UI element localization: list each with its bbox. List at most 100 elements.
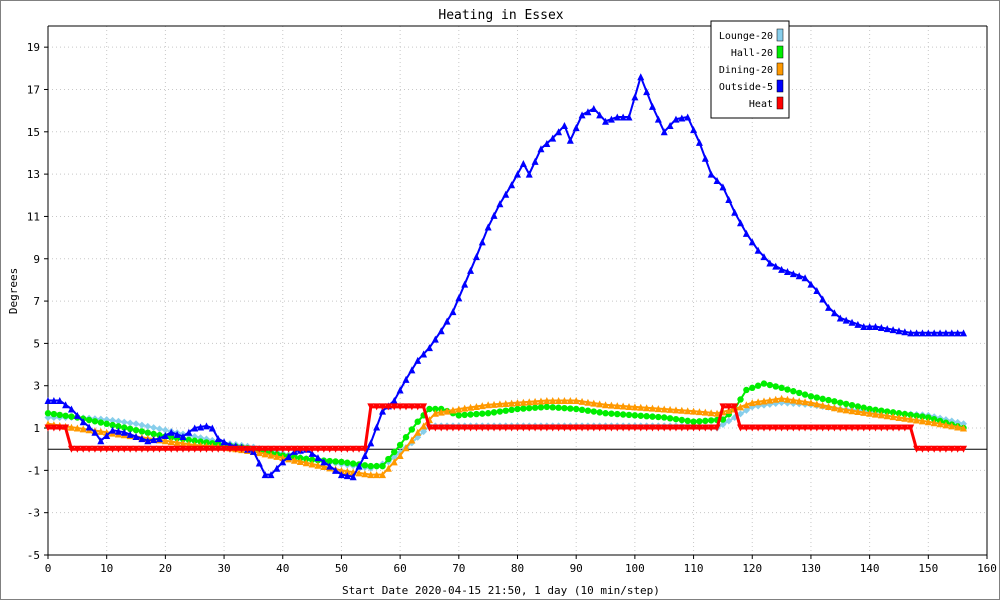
data-point-heat bbox=[484, 424, 492, 432]
data-point-heat bbox=[443, 424, 451, 432]
data-point-dining-20 bbox=[737, 403, 745, 411]
data-point-heat bbox=[960, 445, 968, 453]
data-point-outside-5 bbox=[332, 466, 340, 474]
data-point-heat bbox=[895, 424, 903, 432]
data-point-hall-20 bbox=[884, 408, 891, 415]
x-tick-label: 90 bbox=[570, 562, 583, 575]
data-point-dining-20 bbox=[167, 438, 175, 446]
x-tick-label: 40 bbox=[276, 562, 289, 575]
data-point-outside-5 bbox=[590, 105, 598, 113]
data-point-dining-20 bbox=[924, 418, 932, 426]
data-point-hall-20 bbox=[514, 405, 521, 413]
data-point-heat bbox=[613, 424, 621, 432]
data-point-hall-20 bbox=[707, 417, 715, 424]
data-point-heat bbox=[731, 403, 739, 411]
data-point-heat bbox=[578, 424, 586, 432]
data-point-heat bbox=[185, 445, 193, 453]
data-point-heat bbox=[232, 445, 240, 453]
data-point-outside-5 bbox=[654, 115, 662, 123]
data-point-outside-5 bbox=[120, 428, 128, 436]
data-point-lounge-20 bbox=[132, 420, 140, 428]
data-point-heat bbox=[208, 445, 216, 453]
x-tick-label: 30 bbox=[217, 562, 230, 575]
x-tick-label: 50 bbox=[335, 562, 348, 575]
data-point-hall-20 bbox=[772, 383, 779, 390]
data-point-heat bbox=[519, 424, 527, 432]
data-point-outside-5 bbox=[343, 472, 351, 480]
data-point-heat bbox=[813, 424, 821, 432]
data-point-outside-5 bbox=[602, 117, 610, 125]
data-point-dining-20 bbox=[367, 471, 375, 479]
data-point-heat bbox=[514, 424, 521, 432]
data-point-hall-20 bbox=[637, 412, 644, 419]
data-point-lounge-20 bbox=[161, 426, 169, 434]
data-point-dining-20 bbox=[748, 399, 756, 407]
data-point-heat bbox=[461, 424, 469, 432]
data-point-hall-20 bbox=[50, 410, 58, 418]
data-point-outside-5 bbox=[772, 262, 780, 270]
data-point-heat bbox=[760, 424, 768, 432]
data-point-outside-5 bbox=[91, 428, 99, 436]
data-point-heat bbox=[384, 403, 392, 411]
data-point-outside-5 bbox=[285, 453, 293, 461]
data-point-heat bbox=[666, 424, 674, 432]
data-point-hall-20 bbox=[373, 462, 380, 470]
data-point-heat bbox=[132, 445, 140, 453]
data-point-lounge-20 bbox=[719, 421, 727, 429]
data-point-heat bbox=[156, 445, 164, 453]
data-point-dining-20 bbox=[431, 409, 439, 417]
data-point-heat bbox=[560, 424, 568, 432]
data-point-heat bbox=[737, 424, 745, 432]
data-point-heat bbox=[420, 403, 428, 411]
data-point-dining-20 bbox=[772, 395, 780, 403]
data-point-dining-20 bbox=[525, 398, 533, 406]
data-point-outside-5 bbox=[789, 270, 797, 278]
data-point-heat bbox=[695, 424, 703, 432]
data-point-lounge-20 bbox=[156, 425, 164, 433]
data-point-hall-20 bbox=[432, 405, 439, 413]
data-point-hall-20 bbox=[502, 407, 509, 414]
data-point-heat bbox=[648, 424, 656, 432]
data-point-outside-5 bbox=[848, 318, 856, 326]
data-point-hall-20 bbox=[402, 434, 410, 441]
data-point-hall-20 bbox=[103, 420, 110, 428]
data-point-outside-5 bbox=[373, 423, 381, 431]
data-point-hall-20 bbox=[426, 405, 433, 413]
data-point-dining-20 bbox=[343, 467, 351, 475]
chart-title: Heating in Essex bbox=[438, 8, 563, 23]
data-point-hall-20 bbox=[496, 408, 504, 415]
data-point-heat bbox=[596, 424, 604, 432]
data-point-hall-20 bbox=[408, 426, 416, 433]
data-point-hall-20 bbox=[672, 415, 680, 423]
data-point-dining-20 bbox=[877, 411, 885, 419]
data-point-outside-5 bbox=[754, 246, 762, 254]
series-layer bbox=[44, 73, 968, 481]
data-point-dining-20 bbox=[789, 396, 797, 404]
data-point-heat bbox=[197, 445, 205, 453]
data-point-heat bbox=[467, 424, 475, 432]
data-point-dining-20 bbox=[918, 417, 926, 425]
data-point-dining-20 bbox=[572, 397, 580, 405]
data-point-dining-20 bbox=[760, 397, 768, 405]
data-point-outside-5 bbox=[273, 464, 281, 472]
data-point-dining-20 bbox=[907, 415, 915, 423]
data-point-dining-20 bbox=[713, 409, 721, 417]
x-tick-label: 120 bbox=[742, 562, 762, 575]
data-point-hall-20 bbox=[549, 404, 556, 411]
data-point-dining-20 bbox=[373, 471, 381, 479]
data-point-dining-20 bbox=[337, 466, 345, 474]
data-point-outside-5 bbox=[167, 428, 175, 436]
data-point-outside-5 bbox=[596, 111, 604, 119]
data-point-hall-20 bbox=[825, 396, 832, 404]
legend: Lounge-20 Hall-20 Dining-20 Outside-5 Heat bbox=[710, 20, 790, 119]
data-point-heat bbox=[67, 445, 75, 453]
data-point-hall-20 bbox=[484, 410, 492, 417]
data-point-hall-20 bbox=[567, 405, 574, 412]
data-point-heat bbox=[778, 424, 786, 432]
data-point-outside-5 bbox=[842, 316, 850, 324]
data-point-outside-5 bbox=[138, 435, 146, 443]
data-point-heat bbox=[883, 424, 891, 432]
data-point-heat bbox=[719, 403, 727, 411]
data-point-heat bbox=[643, 424, 651, 432]
data-point-lounge-20 bbox=[737, 410, 745, 418]
